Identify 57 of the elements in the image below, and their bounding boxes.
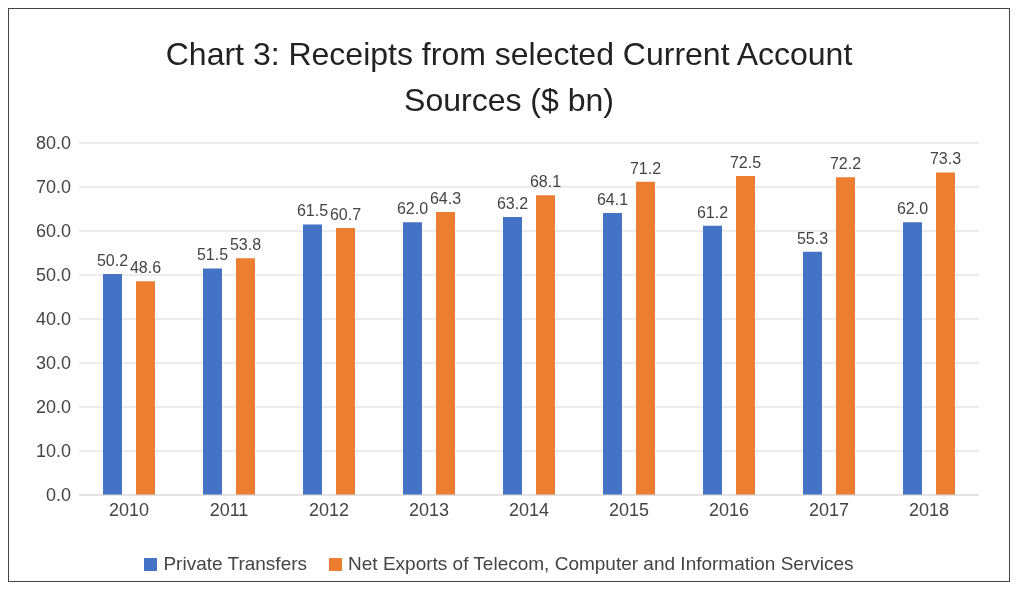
- legend-label: Net Exports of Telecom, Computer and Information Services: [348, 553, 854, 575]
- x-tick-label: 2014: [508, 499, 550, 520]
- data-label: 64.1: [596, 190, 629, 208]
- bar: [303, 224, 322, 495]
- bar: [903, 222, 922, 495]
- y-tick-label: 10.0: [35, 441, 71, 462]
- y-tick-label: 0.0: [45, 485, 71, 506]
- data-label: 72.2: [829, 155, 862, 173]
- bar: [203, 268, 222, 495]
- y-tick-label: 50.0: [35, 265, 71, 286]
- bar: [803, 251, 822, 495]
- bar: [736, 176, 755, 495]
- x-tick-label: 2016: [708, 499, 750, 520]
- data-label: 71.2: [629, 159, 662, 177]
- data-label: 62.0: [896, 200, 929, 218]
- data-label: 48.6: [129, 259, 162, 277]
- data-label: 50.2: [96, 252, 129, 270]
- data-label: 68.1: [529, 173, 562, 191]
- bar: [336, 227, 355, 495]
- y-tick-label: 70.0: [35, 177, 71, 198]
- x-tick-label: 2018: [908, 499, 950, 520]
- y-tick-label: 20.0: [35, 397, 71, 418]
- x-tick-label: 2012: [308, 499, 350, 520]
- data-label: 51.5: [196, 246, 229, 264]
- data-label: 61.5: [296, 202, 329, 220]
- data-label: 64.3: [429, 190, 462, 208]
- bar: [536, 195, 555, 495]
- data-label: 73.3: [929, 150, 962, 168]
- y-tick-label: 80.0: [35, 133, 71, 154]
- x-tick-label: 2017: [808, 499, 850, 520]
- data-label: 62.0: [396, 200, 429, 218]
- x-tick-label: 2015: [608, 499, 650, 520]
- bar: [503, 216, 522, 495]
- data-label: 63.2: [496, 194, 529, 212]
- bar: [836, 177, 855, 495]
- x-tick-label: 2010: [108, 499, 150, 520]
- data-label: 61.2: [696, 203, 729, 221]
- y-tick-label: 60.0: [35, 221, 71, 242]
- data-label: 60.7: [329, 205, 362, 223]
- bar: [236, 258, 255, 495]
- y-tick-label: 30.0: [35, 353, 71, 374]
- legend-label: Private Transfers: [163, 553, 308, 575]
- x-tick-label: 2013: [408, 499, 450, 520]
- bar: [136, 281, 155, 495]
- bar: [603, 212, 622, 495]
- data-label: 53.8: [229, 236, 262, 254]
- chart-title: Chart 3: Receipts from selected Current Account Sources ($ bn): [164, 35, 854, 120]
- bar: [436, 212, 455, 495]
- bar: [103, 274, 122, 495]
- y-tick-label: 40.0: [35, 309, 71, 330]
- x-tick-label: 2011: [209, 499, 249, 520]
- bar: [936, 172, 955, 495]
- data-label: 72.5: [729, 154, 762, 171]
- bar: [403, 222, 422, 495]
- bar: [636, 181, 655, 495]
- data-label: 55.3: [796, 229, 829, 247]
- bar: [703, 225, 722, 495]
